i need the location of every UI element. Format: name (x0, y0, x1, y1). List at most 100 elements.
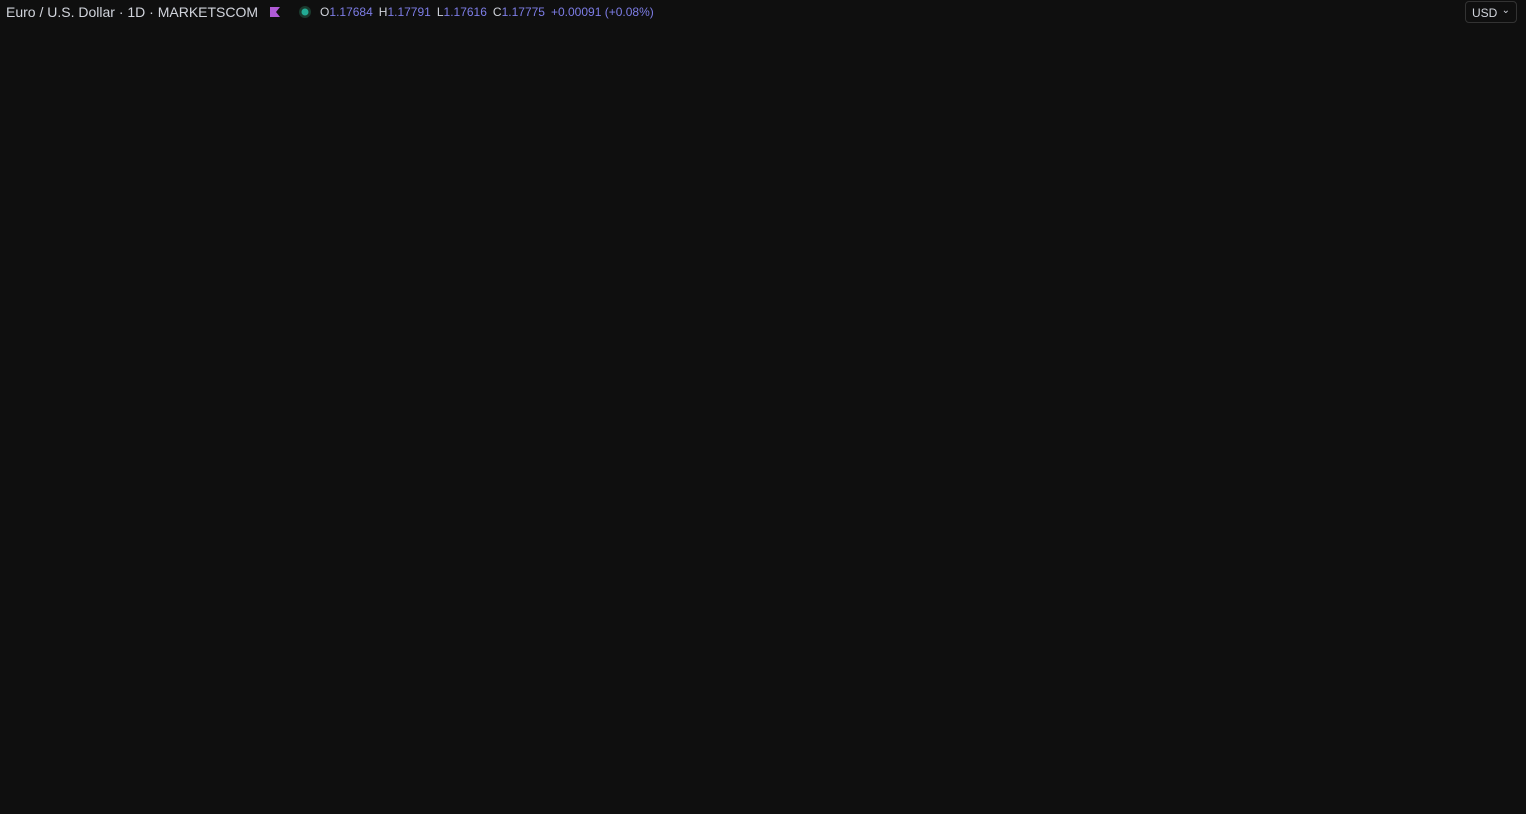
candle-body (531, 482, 537, 487)
y-tick-label: 1.11000 (1470, 353, 1513, 367)
candle-body (368, 659, 374, 664)
zone-label: Resistance Zone (1325, 47, 1428, 62)
candle-body (1062, 234, 1068, 243)
candle-body (375, 643, 381, 660)
candle-body (859, 278, 865, 286)
flag-icon[interactable] (268, 5, 282, 19)
candle-body (110, 588, 116, 656)
y-tick-label: 1.03000 (1470, 667, 1514, 681)
candle-body (40, 569, 46, 597)
y-tick-label: 1.09000 (1470, 431, 1514, 445)
candle-body (680, 454, 686, 479)
candle-body (48, 565, 54, 570)
candle-body (407, 647, 413, 664)
candle-body (141, 631, 147, 636)
candle-body (297, 631, 303, 636)
candle-body (797, 175, 803, 216)
candle-body (329, 627, 335, 636)
candle-body (9, 569, 15, 577)
candle-body (929, 313, 935, 326)
candle-body (719, 415, 725, 424)
candle-body (1210, 93, 1216, 102)
currency-label[interactable]: USD (1472, 6, 1498, 20)
candle-body (1054, 226, 1060, 235)
candle-body (321, 596, 327, 628)
x-tick-label: Apr (665, 794, 684, 808)
candle-body (17, 569, 23, 597)
y-tick-label: 1.02000 (1470, 707, 1514, 721)
candle-body (594, 431, 600, 448)
candle-body (1163, 120, 1169, 133)
zone (783, 160, 1432, 175)
candle-body (95, 592, 101, 597)
candle-body (391, 675, 397, 680)
y-tick-label: 1.10000 (1470, 392, 1514, 406)
candle-body (79, 596, 85, 609)
candle-body (1202, 97, 1208, 102)
candle-body (492, 592, 498, 609)
candle-body (820, 246, 826, 251)
change-value: +0.00091 (+0.08%) (550, 5, 654, 19)
y-tick-label: 1.01000 (1470, 746, 1514, 760)
y-tick-label: 1.16000 (1470, 156, 1514, 170)
candle-body (1015, 258, 1021, 263)
candle-body (1109, 183, 1115, 208)
candle-body (1031, 230, 1037, 251)
candle-body (1226, 112, 1232, 117)
candle-body (219, 671, 225, 680)
candle-body (399, 663, 405, 680)
candle-body (1179, 85, 1185, 105)
candle-body (134, 624, 140, 632)
candle-body (383, 643, 389, 676)
candle-body (1241, 116, 1247, 121)
candle-body (1257, 136, 1263, 141)
candle-body (1171, 104, 1177, 121)
ohlc-value: 1.17775 (501, 5, 545, 19)
candle-body (157, 624, 163, 628)
candle-body (1187, 85, 1193, 90)
candle-body (672, 474, 678, 479)
settings-icon[interactable] (1487, 796, 1501, 810)
candle-body (570, 439, 576, 455)
x-tick-label: 2025 (168, 794, 195, 808)
candle-body (352, 655, 358, 699)
event-icons[interactable] (1306, 741, 1349, 786)
candle-body (765, 238, 771, 290)
y-tick-label: 1.13000 (1470, 274, 1514, 288)
candle-body (485, 592, 491, 609)
candle-body (812, 246, 818, 271)
candle-body (882, 254, 888, 294)
logo-dot (262, 103, 278, 117)
candle-body (24, 584, 30, 597)
candle-body (461, 596, 467, 628)
candle-body (227, 679, 233, 695)
candle-body (960, 281, 966, 290)
candle-body (555, 435, 561, 463)
x-tick-label: Jul (1174, 794, 1189, 808)
candle-body (578, 454, 584, 463)
symbol-title[interactable]: Euro / U.S. Dollar · 1D · MARKETSCOM (6, 4, 259, 20)
candle-body (1140, 175, 1146, 216)
y-tick-label: 1.08000 (1470, 471, 1514, 485)
candle-body (469, 596, 475, 605)
y-tick-label: 1.07000 (1470, 510, 1514, 524)
currency-button[interactable]: USD ⌄ (1465, 1, 1517, 23)
market-status (299, 6, 312, 18)
candle-body (149, 627, 155, 636)
candle-body (547, 462, 553, 467)
candle-body (1218, 93, 1224, 117)
candle-body (773, 238, 779, 251)
candle-body (1046, 226, 1052, 243)
candle-body (1116, 207, 1122, 212)
candle-body (1038, 242, 1044, 251)
candle-body (344, 643, 350, 656)
candle-body (165, 624, 171, 636)
candle-body (695, 395, 701, 440)
candle-body (1093, 175, 1099, 204)
candle-body (1249, 116, 1255, 137)
x-tick-label: Aug (1351, 794, 1372, 808)
candle-body (453, 624, 459, 628)
candle-body (898, 321, 904, 326)
candle-body (438, 600, 444, 613)
